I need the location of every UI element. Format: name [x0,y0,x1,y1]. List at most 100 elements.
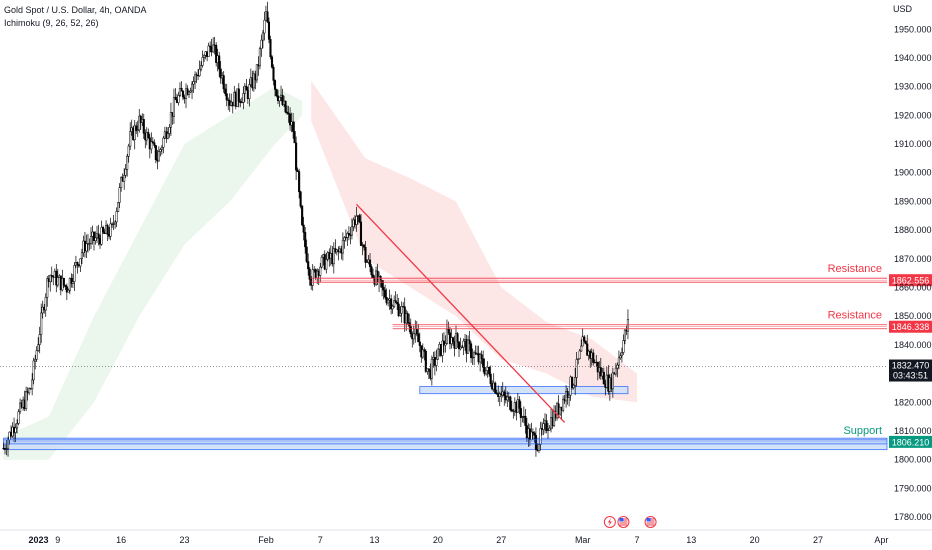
candle-body [546,429,550,431]
candle [222,71,225,93]
candle-body [444,343,447,346]
candle-body [117,202,120,212]
candle-body [129,131,132,147]
y-tick-label: 1850.000 [894,311,932,321]
x-tick-label: 27 [813,535,823,545]
candle-body [127,145,130,157]
candle-body [459,346,462,350]
candle-body [133,125,136,140]
candle-body [462,340,465,348]
candle [16,419,19,434]
candle [227,97,230,111]
candle-body [92,231,96,241]
candle-body [506,396,509,401]
candle [305,239,308,264]
candle-body [258,48,261,67]
candle-body [482,358,485,368]
candle [480,350,483,365]
candle-body [112,223,115,225]
flag-icon-stripe [646,524,655,526]
candle-body [387,299,390,304]
candle [186,85,189,96]
candle-body [542,423,545,430]
candle-body [534,435,537,450]
candle-body [382,287,385,291]
candle-body [76,262,79,266]
candle-body [371,274,375,278]
candle [5,439,8,456]
candle [596,361,599,381]
candle [46,275,49,307]
us-flag-icon[interactable] [617,516,630,528]
candle-body [364,246,367,263]
candle [261,30,264,49]
candle [308,266,311,286]
x-tick-label: 13 [370,535,380,545]
candle-body [415,328,418,335]
level-label-resistance: Resistance [828,263,882,275]
candle-body [245,85,248,91]
candles [2,1,630,457]
candle-countdown-text: 03:43:51 [893,371,928,381]
candle-body [16,423,19,429]
candle [278,96,281,107]
candle [302,216,305,241]
candle-body [88,243,91,245]
x-axis: 2023 9 16 23 Feb 7 13 20 27 Mar 7 13 20 27 Apr [28,535,888,545]
candle-body [203,54,206,58]
candle-body [71,281,74,284]
candle-body [67,289,70,293]
symbol-title[interactable]: Gold Spot / U.S. Dollar, 4h, OANDA [4,5,147,15]
y-tick-label: 1840.000 [894,340,932,350]
candle [365,259,369,263]
lightning-icon[interactable] [603,516,616,528]
candle [488,366,491,377]
candle [135,122,138,134]
candle [503,389,506,406]
candle [451,336,455,346]
y-tick-label: 1820.000 [894,397,932,407]
candle-body [298,171,301,192]
candle-body [177,95,180,103]
candle [548,425,551,431]
candle-body [25,391,28,409]
candle-body [391,305,394,310]
candle [299,190,302,209]
candle [436,348,439,360]
candle [518,395,521,415]
candle [602,367,605,385]
candle-body [359,221,363,246]
candle-body [34,359,37,362]
candle-body [617,357,620,366]
candle [586,334,589,356]
candle [382,280,385,300]
candle-body [368,259,372,267]
x-tick-label: Mar [575,535,591,545]
candle [531,428,534,440]
currency-label: USD [893,4,913,14]
candle-body [495,392,498,395]
level-price-text-1: 1846.338 [892,322,930,332]
us-flag-icon[interactable] [644,516,657,528]
candle [362,244,366,251]
candle [566,387,569,405]
candle-body [397,303,400,316]
candle [519,401,522,427]
candle [73,262,76,291]
candle-body [289,113,292,126]
candle [272,64,275,86]
candle [65,283,68,301]
candle [424,349,427,373]
trendline [355,203,566,423]
candle-body [278,96,281,102]
candle-body [178,88,182,96]
indicator-title[interactable]: Ichimoku (9, 26, 52, 26) [4,18,99,28]
candle-body [473,352,476,358]
level-price-text-0: 1862.556 [892,276,930,286]
candle [546,423,550,439]
candle-body [409,325,412,335]
candle [441,333,444,363]
candle [341,232,344,261]
level-price-tag-1 [889,320,932,333]
